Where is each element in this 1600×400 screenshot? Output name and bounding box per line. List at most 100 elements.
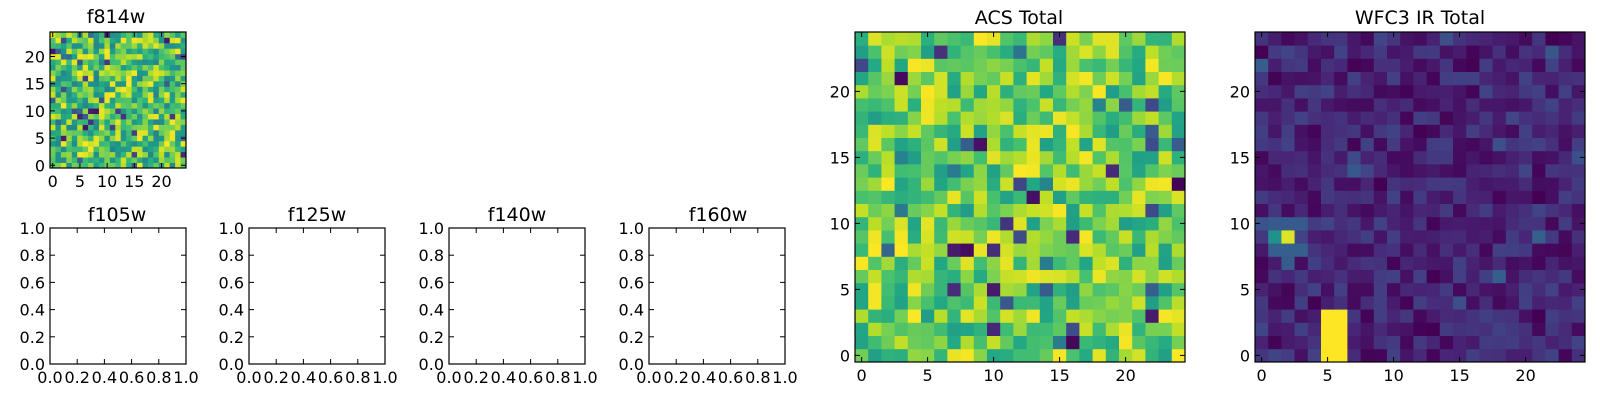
heatmap-cell xyxy=(1268,216,1282,231)
heatmap-cell xyxy=(1105,150,1120,165)
heatmap-cell xyxy=(921,150,935,165)
heatmap-cell xyxy=(1294,309,1309,323)
heatmap-cell xyxy=(987,137,1001,152)
heatmap-cell xyxy=(180,102,187,109)
heatmap-cell xyxy=(153,124,160,131)
heatmap-cell xyxy=(175,162,181,169)
heatmap-cell xyxy=(1439,177,1454,191)
heatmap-cell xyxy=(1347,282,1361,297)
heatmap-cell xyxy=(115,32,122,38)
heatmap-cell xyxy=(71,113,78,120)
heatmap-cell xyxy=(1505,71,1520,86)
heatmap-cell xyxy=(1105,348,1120,363)
heatmap-cell xyxy=(1268,71,1282,86)
heatmap-cell xyxy=(1426,58,1441,72)
heatmap-cell xyxy=(109,37,116,44)
heatmap-cell xyxy=(1532,216,1546,231)
x-tick-label: 0.4 xyxy=(92,368,117,387)
heatmap-cell xyxy=(1519,190,1533,204)
heatmap-cell xyxy=(881,322,895,336)
heatmap-cell xyxy=(1373,256,1388,270)
heatmap-cell xyxy=(98,102,105,109)
heatmap-cell xyxy=(153,32,160,38)
heatmap-cell xyxy=(1066,309,1080,323)
y-tick-label: 15 xyxy=(25,75,45,94)
heatmap-cell xyxy=(1268,32,1282,46)
heatmap-cell xyxy=(126,97,132,104)
heatmap-cell xyxy=(1545,335,1559,350)
heatmap-cell xyxy=(960,203,975,218)
heatmap-cell xyxy=(1413,282,1427,297)
heatmap-cell xyxy=(55,59,62,66)
heatmap-cell xyxy=(947,164,961,178)
heatmap-cell xyxy=(1026,282,1041,297)
heatmap-cell xyxy=(1268,190,1282,204)
heatmap-cell xyxy=(1000,309,1014,323)
heatmap-cell xyxy=(1334,71,1348,86)
heatmap-cell xyxy=(907,137,922,152)
heatmap-cell xyxy=(82,37,89,44)
heatmap-cell xyxy=(855,230,869,244)
heatmap-cell xyxy=(1492,137,1507,152)
heatmap-cell xyxy=(147,135,154,142)
heatmap-cell xyxy=(1026,150,1041,165)
heatmap-cell xyxy=(881,111,895,125)
heatmap-cell xyxy=(115,124,122,131)
heatmap-cell xyxy=(1013,124,1027,138)
heatmap-cell xyxy=(1334,230,1348,244)
heatmap-cell xyxy=(1171,309,1186,323)
heatmap-cell xyxy=(93,64,100,71)
heatmap-cell xyxy=(180,70,187,76)
heatmap-cell xyxy=(907,230,922,244)
heatmap-cell xyxy=(1105,177,1120,191)
heatmap-cell xyxy=(1281,269,1295,284)
heatmap-cell xyxy=(1321,98,1335,112)
heatmap-cell xyxy=(1281,256,1295,270)
heatmap-cell xyxy=(1145,282,1159,297)
heatmap-cell xyxy=(71,70,78,76)
heatmap-cell xyxy=(1558,71,1573,86)
heatmap-cell xyxy=(142,48,149,55)
heatmap-cell xyxy=(131,64,138,71)
heatmap-cell xyxy=(158,146,165,153)
heatmap-cell xyxy=(1426,111,1441,125)
heatmap-cell xyxy=(934,32,948,46)
heatmap-cell xyxy=(1255,150,1269,165)
heatmap-cell xyxy=(1307,230,1322,244)
heatmap-cell xyxy=(153,113,160,120)
heatmap-cell xyxy=(120,32,127,38)
heatmap-cell xyxy=(158,37,165,44)
y-tick-label: 0.4 xyxy=(619,301,644,320)
heatmap-cell xyxy=(1145,98,1159,112)
heatmap-cell xyxy=(855,203,869,218)
heatmap-cell xyxy=(934,45,948,59)
heatmap-cell xyxy=(960,32,975,46)
heatmap-cell xyxy=(158,53,165,60)
heatmap-cell xyxy=(1466,137,1480,152)
heatmap-cell xyxy=(126,102,132,109)
heatmap-cell xyxy=(147,80,154,87)
heatmap-cell xyxy=(1307,216,1322,231)
heatmap-cell xyxy=(973,322,988,336)
heatmap-cell xyxy=(1255,269,1269,284)
heatmap-cell xyxy=(947,45,961,59)
heatmap-cell xyxy=(1519,150,1533,165)
heatmap-cell xyxy=(1466,322,1480,336)
heatmap-cell xyxy=(907,282,922,297)
heatmap-cell xyxy=(1505,230,1520,244)
heatmap-cell xyxy=(1307,203,1322,218)
heatmap-cell xyxy=(1571,45,1586,59)
heatmap-cell xyxy=(109,53,116,60)
panel-f140w: f140w 0.0 0.2 0.4 0.6 0.8 1.00.00.20.40.60.81… xyxy=(419,204,598,387)
x-tick-label: 10 xyxy=(983,366,1003,385)
heatmap-cell xyxy=(1026,322,1041,336)
heatmap-cell xyxy=(55,32,62,38)
heatmap-cell xyxy=(1255,71,1269,86)
heatmap-cell xyxy=(120,80,127,87)
heatmap-cell xyxy=(1079,58,1093,72)
heatmap-cell xyxy=(1387,164,1401,178)
heatmap-cell xyxy=(1000,190,1014,204)
heatmap-cell xyxy=(1013,84,1027,99)
heatmap-cell xyxy=(973,282,988,297)
heatmap-cell xyxy=(1545,32,1559,46)
